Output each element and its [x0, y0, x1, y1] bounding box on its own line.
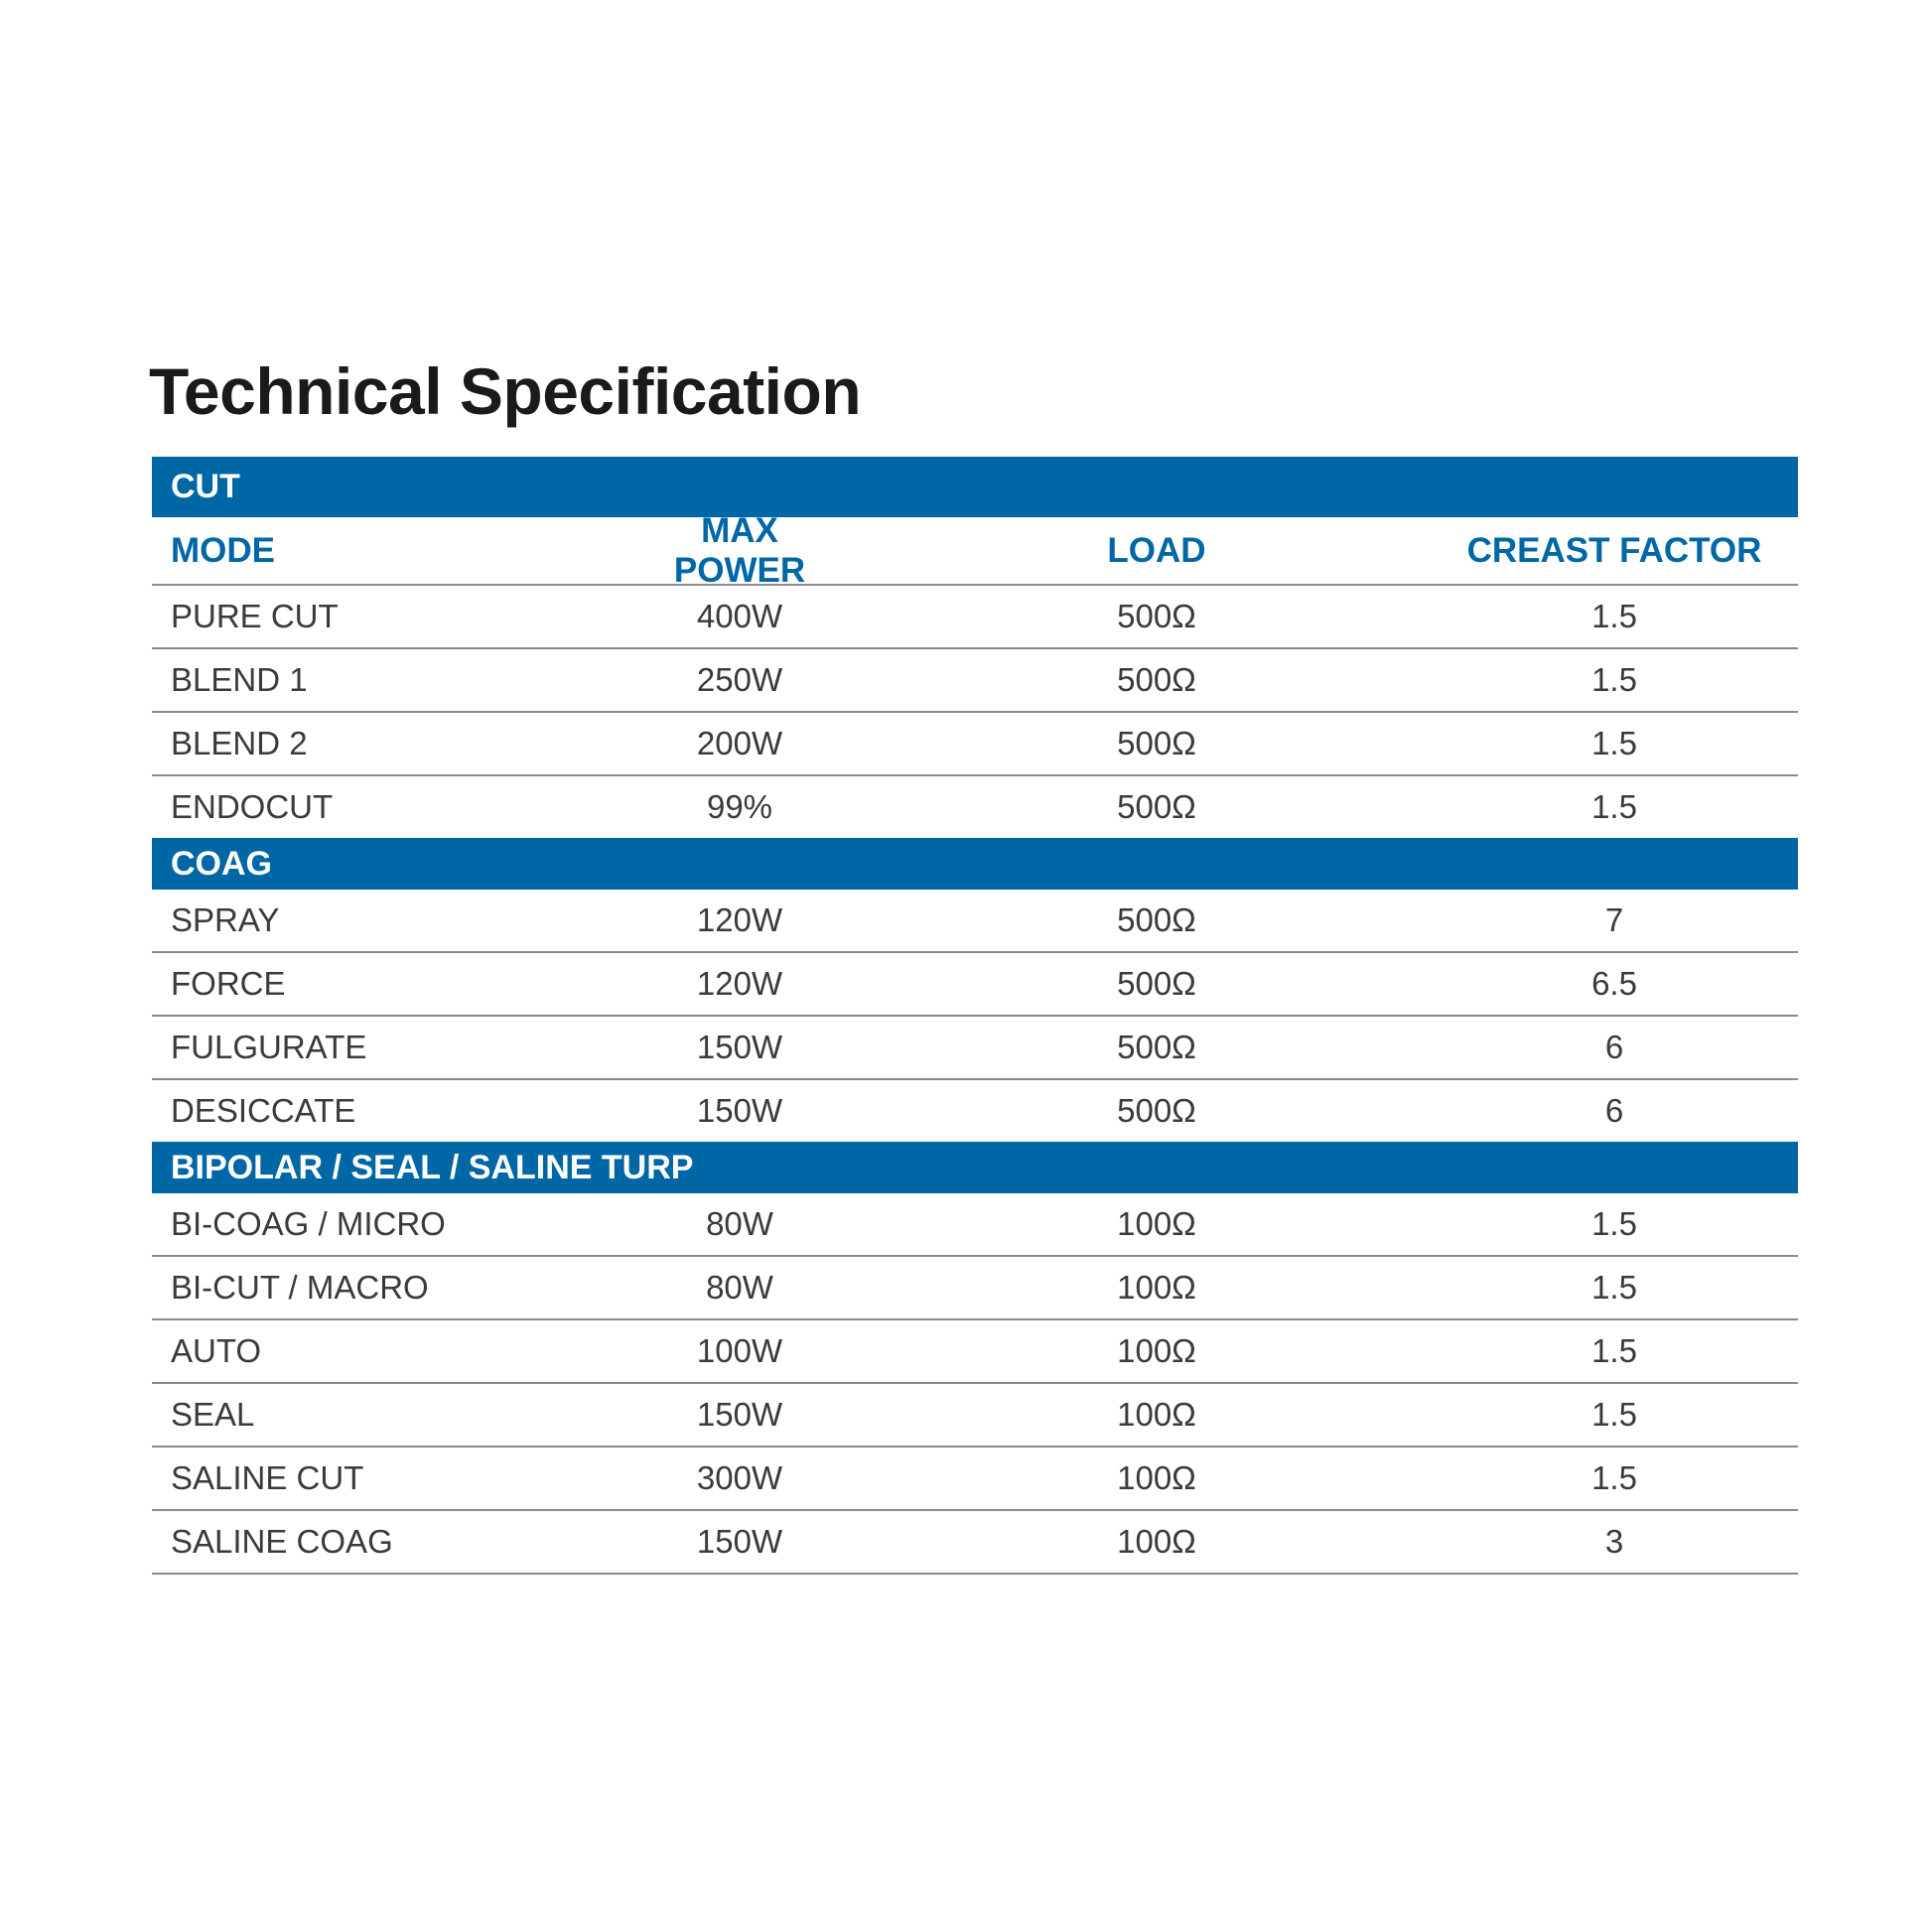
column-header: CREAST FACTOR	[1466, 530, 1762, 570]
table-cell: SALINE CUT	[171, 1459, 364, 1496]
table-cell: 6	[1604, 1029, 1624, 1065]
table-cell: 150W	[696, 1523, 783, 1560]
table-cell: BLEND 2	[171, 725, 308, 761]
table-cell: 150W	[696, 1396, 783, 1433]
table-cell: 1.5	[1591, 1459, 1637, 1496]
table-cell: SPRAY	[171, 901, 280, 938]
table-cell: 150W	[696, 1092, 783, 1129]
table-row: AUTO 100W 100Ω 1.5	[152, 1320, 1798, 1384]
column-header: MAX POWER	[673, 510, 806, 590]
section-header: CUT	[152, 457, 1798, 517]
table-row: PURE CUT 400W 500Ω 1.5	[152, 586, 1798, 649]
table-cell: 500Ω	[1117, 788, 1196, 825]
table-cell: 250W	[696, 661, 783, 698]
table-cell: FULGURATE	[171, 1029, 367, 1065]
table-cell: 1.5	[1591, 1396, 1637, 1433]
table-row: ENDOCUT 99% 500Ω 1.5	[152, 776, 1798, 838]
section-header: BIPOLAR / SEAL / SALINE TURP	[152, 1142, 1798, 1193]
table-cell: 1.5	[1591, 1332, 1637, 1369]
table-row: SALINE CUT 300W 100Ω 1.5	[152, 1448, 1798, 1511]
table-cell: 80W	[706, 1205, 773, 1242]
table-cell: BI-COAG / MICRO	[171, 1205, 446, 1242]
table-cell: 100Ω	[1117, 1459, 1196, 1496]
table-row: SEAL 150W 100Ω 1.5	[152, 1384, 1798, 1448]
table-cell: 1.5	[1591, 661, 1637, 698]
table-cell: PURE CUT	[171, 598, 339, 634]
table-cell: 500Ω	[1117, 598, 1196, 634]
table-cell: 400W	[696, 598, 783, 634]
table-cell: 500Ω	[1117, 965, 1196, 1002]
table-row: SALINE COAG 150W 100Ω 3	[152, 1511, 1798, 1575]
table-cell: 3	[1604, 1523, 1624, 1560]
table-cell: 500Ω	[1117, 901, 1196, 938]
table-cell: 120W	[696, 965, 783, 1002]
column-header: MODE	[171, 530, 275, 570]
table-cell: 500Ω	[1117, 1092, 1196, 1129]
section-header: COAG	[152, 838, 1798, 890]
table-cell: DESICCATE	[171, 1092, 356, 1129]
table-cell: SALINE COAG	[171, 1523, 393, 1560]
table-row: BI-COAG / MICRO 80W 100Ω 1.5	[152, 1193, 1798, 1257]
table-row: SPRAY 120W 500Ω 7	[152, 890, 1798, 953]
table-cell: SEAL	[171, 1396, 255, 1433]
table-cell: 100Ω	[1117, 1396, 1196, 1433]
table-row: FULGURATE 150W 500Ω 6	[152, 1017, 1798, 1080]
table-row: BLEND 1 250W 500Ω 1.5	[152, 649, 1798, 713]
table-cell: 6	[1604, 1092, 1624, 1129]
table-cell: 200W	[696, 725, 783, 761]
table-cell: 100Ω	[1117, 1523, 1196, 1560]
table-cell: 120W	[696, 901, 783, 938]
table-row: FORCE 120W 500Ω 6.5	[152, 953, 1798, 1017]
table-cell: 1.5	[1591, 788, 1637, 825]
table-cell: 300W	[696, 1459, 783, 1496]
table-cell: 100Ω	[1117, 1269, 1196, 1306]
table-cell: 1.5	[1591, 1205, 1637, 1242]
table-cell: 1.5	[1591, 598, 1637, 634]
table-cell: 80W	[706, 1269, 773, 1306]
table-cell: 100Ω	[1117, 1332, 1196, 1369]
table-cell: 99%	[706, 788, 773, 825]
table-row: BLEND 2 200W 500Ω 1.5	[152, 713, 1798, 776]
table-row: DESICCATE 150W 500Ω 6	[152, 1080, 1798, 1142]
table-cell: 1.5	[1591, 725, 1637, 761]
spec-table: CUT MODE MAX POWER LOAD CREAST FACTOR PURE CU…	[152, 457, 1798, 1575]
table-cell: 500Ω	[1117, 661, 1196, 698]
table-cell: FORCE	[171, 965, 286, 1002]
table-cell: ENDOCUT	[171, 788, 334, 825]
table-cell: BI-CUT / MACRO	[171, 1269, 429, 1306]
table-cell: 1.5	[1591, 1269, 1637, 1306]
table-cell: 6.5	[1591, 965, 1637, 1002]
table-cell: 100W	[696, 1332, 783, 1369]
column-header-row: MODE MAX POWER LOAD CREAST FACTOR	[152, 511, 1798, 590]
table-row: BI-CUT / MACRO 80W 100Ω 1.5	[152, 1257, 1798, 1320]
table-cell: 150W	[696, 1029, 783, 1065]
table-cell: 100Ω	[1117, 1205, 1196, 1242]
table-cell: BLEND 1	[171, 661, 308, 698]
column-header: LOAD	[1107, 530, 1206, 570]
page-title: Technical Specification	[149, 354, 862, 428]
table-cell: 7	[1604, 901, 1624, 938]
table-cell: 500Ω	[1117, 725, 1196, 761]
table-cell: 500Ω	[1117, 1029, 1196, 1065]
table-cell: AUTO	[171, 1332, 262, 1369]
